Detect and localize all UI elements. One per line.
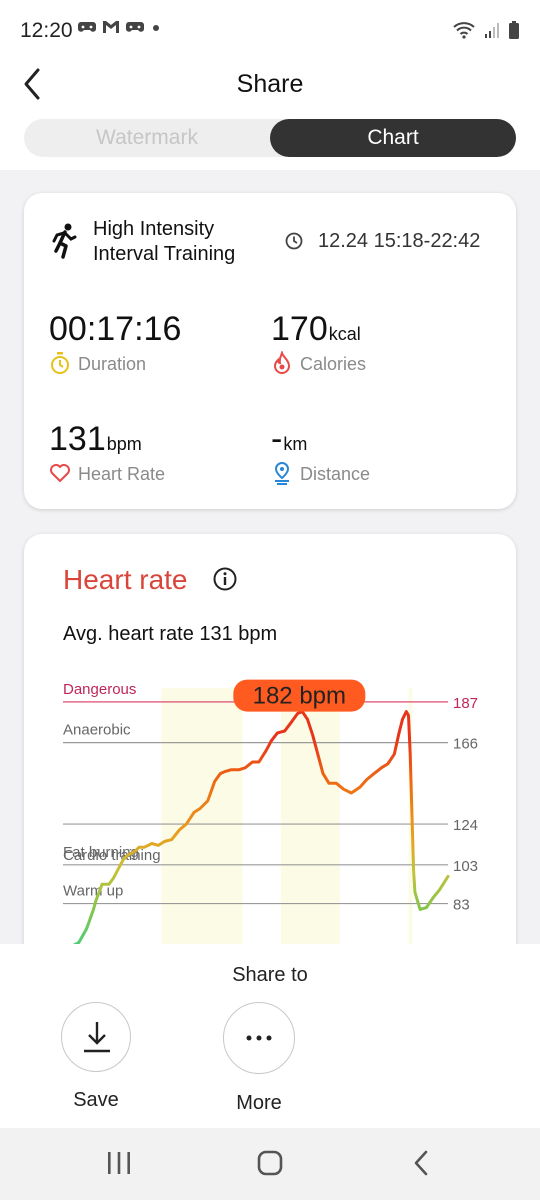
distance-value: -km — [271, 420, 307, 459]
heart-rate-value: 131bpm — [49, 420, 142, 459]
heart-icon — [50, 464, 70, 482]
heart-rate-unit: bpm — [106, 434, 142, 454]
heart-rate-title: Heart rate — [63, 564, 188, 595]
workout-summary-card: High Intensity Interval Training 12.24 1… — [24, 193, 516, 509]
header: Share Watermark Chart — [0, 62, 540, 170]
system-back-icon[interactable] — [408, 1149, 436, 1177]
distance-unit: km — [283, 434, 308, 454]
heart-rate-number: 131 — [49, 420, 106, 458]
zone-label-anaerobic: Anaerobic — [63, 722, 131, 739]
location-pin-icon — [274, 461, 290, 485]
back-arrow-icon[interactable] — [18, 64, 58, 104]
more-dots-icon — [246, 1035, 272, 1041]
clock-icon — [285, 232, 303, 250]
peak-value-label: 182 bpm — [253, 683, 346, 710]
shaded-interval-2 — [408, 688, 413, 1034]
download-icon — [84, 1022, 110, 1053]
heart-rate-series-line — [70, 710, 450, 948]
zone-threshold-103: 103 — [453, 858, 478, 875]
duration-label: Duration — [78, 354, 147, 374]
calories-label: Calories — [300, 354, 367, 374]
game-controller-icon — [78, 22, 96, 32]
avg-heart-rate: Avg. heart rate 131 bpm — [63, 623, 278, 645]
distance-number: - — [271, 420, 283, 458]
page-title: Share — [236, 70, 304, 98]
game-controller-icon-2 — [126, 22, 144, 32]
share-title: Share to — [232, 964, 308, 986]
time-range: 12.24 15:18-22:42 — [318, 230, 481, 252]
more-button[interactable] — [223, 1002, 295, 1074]
flame-icon — [273, 351, 291, 374]
gmail-icon — [103, 21, 119, 33]
zone-threshold-124: 124 — [453, 817, 478, 834]
zone-threshold-166: 166 — [453, 736, 478, 753]
system-navigation-bar — [0, 1128, 540, 1200]
status-time: 12:20 — [20, 19, 73, 42]
zone-label-dangerous: Dangerous — [63, 681, 136, 698]
notification-icons — [78, 20, 162, 34]
distance-label: Distance — [300, 464, 371, 484]
duration-number: 00:17:16 — [49, 310, 182, 348]
wifi-icon — [453, 22, 475, 39]
heart-rate-label: Heart Rate — [78, 464, 166, 484]
zone-threshold-187: 187 — [453, 695, 478, 712]
share-panel: Share to Save More — [0, 944, 540, 1128]
zone-label-fat-burning: Fat burning — [63, 844, 139, 861]
peak-callout: 182 bpm — [233, 679, 366, 712]
view-toggle: Watermark Chart — [24, 119, 516, 157]
home-icon[interactable] — [256, 1149, 284, 1177]
battery-icon — [509, 21, 519, 39]
dot-icon — [153, 25, 159, 31]
zone-label-warm-up: Warm up — [63, 883, 123, 900]
tab-chart[interactable]: Chart — [270, 119, 516, 157]
more-label: More — [236, 1092, 282, 1114]
info-icon[interactable] — [212, 566, 238, 592]
peak-callout-bubble — [233, 679, 366, 712]
system-icons — [452, 20, 520, 40]
signal-icon — [485, 23, 499, 38]
zone-threshold-83: 83 — [453, 897, 470, 914]
save-button[interactable] — [61, 1002, 131, 1072]
duration-value: 00:17:16 — [49, 310, 181, 349]
calories-value: 170kcal — [271, 310, 361, 349]
tab-watermark[interactable]: Watermark — [96, 126, 198, 149]
workout-name: High Intensity Interval Training — [93, 218, 236, 265]
recent-apps-icon[interactable] — [105, 1150, 133, 1176]
calories-unit: kcal — [328, 324, 361, 344]
running-person-icon — [52, 223, 77, 259]
stopwatch-icon — [51, 352, 69, 374]
status-bar: 12:20 — [0, 0, 540, 62]
save-label: Save — [73, 1089, 119, 1111]
calories-number: 170 — [271, 310, 328, 348]
